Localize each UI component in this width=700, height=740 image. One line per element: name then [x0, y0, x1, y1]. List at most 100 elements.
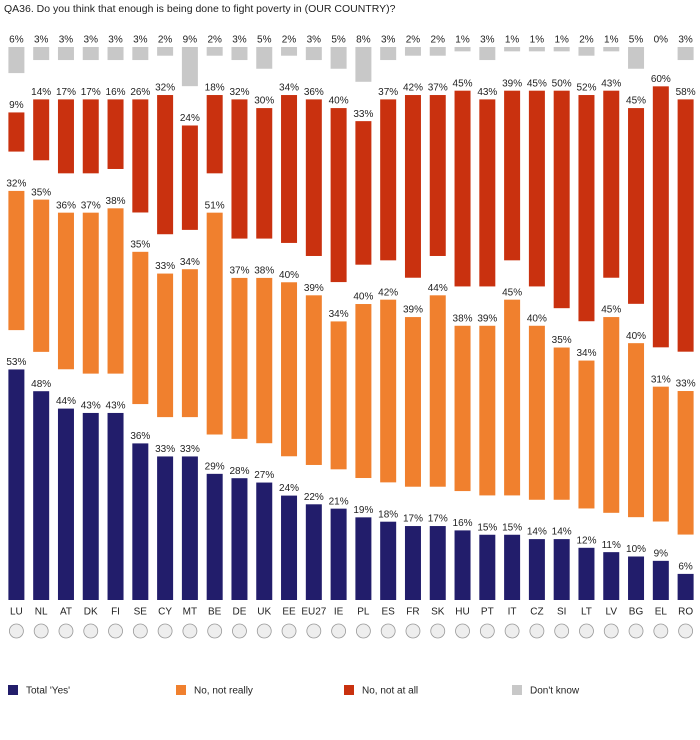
bar-segment [57, 99, 74, 174]
value-label: 14% [527, 527, 547, 538]
value-label: 15% [477, 522, 497, 533]
value-label: 22% [304, 492, 324, 503]
value-label: 39% [304, 283, 324, 294]
bar-segment [479, 47, 496, 61]
x-tick-label: EE [282, 607, 296, 618]
value-label: 40% [626, 331, 646, 342]
value-label: 38% [453, 313, 473, 324]
bar-segment [107, 412, 124, 600]
bar-segment [677, 47, 694, 61]
flag-icon [256, 623, 272, 639]
bar-segment [281, 495, 298, 600]
value-label: 37% [81, 200, 101, 211]
value-label: 2% [158, 35, 173, 46]
bar-segment [8, 369, 25, 600]
value-label: 43% [81, 401, 101, 412]
flag-icon [653, 623, 669, 639]
bar-segment [8, 112, 25, 152]
x-tick-label: SE [134, 607, 148, 618]
bar-segment [677, 99, 694, 352]
bar-segment [553, 539, 570, 600]
bar-segment [479, 534, 496, 600]
flag-icon [207, 623, 223, 639]
value-label: 38% [254, 266, 274, 277]
bar-segment [603, 317, 620, 513]
value-label: 16% [453, 518, 473, 529]
value-label: 18% [205, 83, 225, 94]
bar-segment [132, 47, 149, 61]
x-tick-label: HU [455, 607, 469, 618]
value-label: 11% [602, 540, 621, 551]
x-tick-label: EU27 [301, 607, 326, 618]
bar-segment [107, 47, 124, 61]
flag-icon [554, 623, 570, 639]
chart-title: QA36. Do you think that enough is being … [4, 3, 396, 15]
bar-segment [305, 99, 322, 256]
bar-segment [33, 199, 50, 352]
value-label: 2% [207, 35, 222, 46]
bar-segment [454, 90, 471, 287]
bar-segment [504, 47, 521, 52]
bar-segment [82, 47, 99, 61]
value-label: 32% [6, 179, 26, 190]
bar-segment [528, 325, 545, 500]
value-label: 35% [31, 187, 51, 198]
flag-icon [529, 623, 545, 639]
value-label: 51% [205, 200, 225, 211]
value-label: 37% [428, 83, 448, 94]
value-label: 27% [254, 470, 274, 481]
flag-icon [430, 623, 446, 639]
bar-segment [206, 212, 223, 435]
value-label: 33% [353, 109, 373, 120]
x-tick-label: PT [481, 607, 494, 618]
value-label: 3% [59, 35, 74, 46]
x-tick-label: DK [84, 607, 98, 618]
value-label: 35% [552, 335, 572, 346]
flag-icon [504, 623, 520, 639]
flag-icon [603, 623, 619, 639]
bar-segment [33, 391, 50, 600]
value-label: 3% [133, 35, 148, 46]
flag-icon [331, 623, 347, 639]
bar-segment [628, 556, 645, 600]
value-label: 3% [307, 35, 322, 46]
bar-segment [330, 508, 347, 600]
value-label: 53% [6, 357, 26, 368]
value-label: 3% [34, 35, 49, 46]
value-label: 3% [108, 35, 123, 46]
value-label: 42% [378, 287, 398, 298]
value-label: 3% [678, 35, 693, 46]
bar-segment [330, 47, 347, 69]
value-label: 60% [651, 74, 671, 85]
value-label: 34% [180, 257, 200, 268]
legend-swatch [176, 685, 186, 695]
value-label: 38% [106, 196, 126, 207]
value-label: 17% [81, 87, 101, 98]
bar-segment [305, 295, 322, 465]
value-label: 40% [279, 270, 299, 281]
value-label: 31% [651, 374, 671, 385]
value-label: 29% [205, 461, 225, 472]
bar-segment [528, 90, 545, 287]
flag-icon [455, 623, 470, 639]
bar-segment [157, 456, 174, 600]
value-label: 5% [629, 35, 644, 46]
value-label: 36% [56, 200, 76, 211]
x-tick-label: RO [678, 607, 693, 618]
value-label: 10% [626, 544, 646, 555]
bar-segment [603, 90, 620, 278]
bar-segment [256, 47, 273, 69]
x-tick-label: CZ [530, 607, 543, 618]
bar-segment [504, 299, 521, 496]
x-tick-label: IE [334, 607, 344, 618]
bar-segment [206, 95, 223, 174]
bar-segment [107, 208, 124, 374]
bar-segment [429, 95, 446, 256]
bar-segment [231, 99, 248, 239]
bar-segment [628, 108, 645, 304]
bar-segment [157, 47, 174, 56]
bar-segment [479, 325, 496, 496]
bar-segment [380, 99, 397, 261]
bar-segment [206, 473, 223, 600]
value-label: 50% [552, 78, 572, 89]
